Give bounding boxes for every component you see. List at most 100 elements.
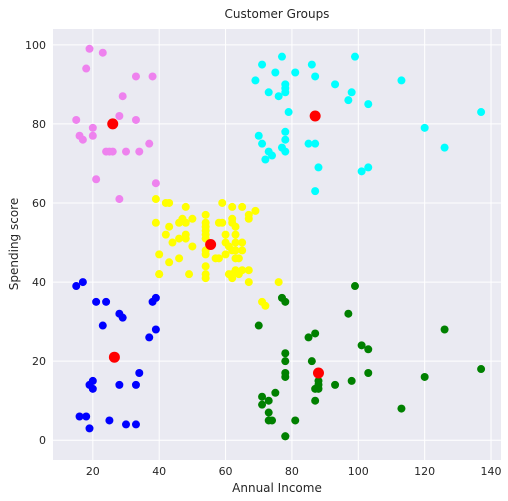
data-point xyxy=(145,333,154,342)
data-point xyxy=(228,202,237,211)
data-point xyxy=(188,242,197,251)
data-point xyxy=(331,380,340,389)
x-axis-label: Annual Income xyxy=(232,481,322,495)
data-point xyxy=(251,206,260,215)
data-point xyxy=(165,258,174,267)
data-point xyxy=(274,92,283,101)
y-tick-label: 80 xyxy=(32,118,46,131)
y-tick-label: 0 xyxy=(39,434,46,447)
data-point xyxy=(181,202,190,211)
data-point xyxy=(181,218,190,227)
data-point xyxy=(201,210,210,219)
data-point xyxy=(78,135,87,144)
data-point xyxy=(268,416,277,425)
centroid-point xyxy=(309,110,321,122)
data-point xyxy=(175,254,184,263)
data-point xyxy=(131,72,140,81)
data-point xyxy=(201,262,210,271)
data-point xyxy=(254,131,263,140)
data-point xyxy=(344,309,353,318)
data-point xyxy=(274,278,283,287)
data-point xyxy=(88,384,97,393)
data-points xyxy=(72,44,486,441)
data-point xyxy=(238,266,247,275)
data-point xyxy=(228,214,237,223)
x-tick-label: 100 xyxy=(348,465,369,478)
data-point xyxy=(108,147,117,156)
data-point xyxy=(72,282,81,291)
data-point xyxy=(477,108,486,117)
data-point xyxy=(231,230,240,239)
data-point xyxy=(284,108,293,117)
data-point xyxy=(364,100,373,109)
data-point xyxy=(281,349,290,358)
data-point xyxy=(155,250,164,259)
data-point xyxy=(304,139,313,148)
data-point xyxy=(347,376,356,385)
x-tick-label: 20 xyxy=(86,465,100,478)
data-point xyxy=(440,143,449,152)
data-point xyxy=(78,278,87,287)
data-point xyxy=(151,179,160,188)
data-point xyxy=(92,297,101,306)
data-point xyxy=(98,321,107,330)
data-point xyxy=(440,325,449,334)
data-point xyxy=(307,60,316,69)
data-point xyxy=(238,246,247,255)
centroid-point xyxy=(312,367,324,379)
data-point xyxy=(115,380,124,389)
data-point xyxy=(281,357,290,366)
centroid-point xyxy=(108,351,120,363)
data-point xyxy=(304,333,313,342)
x-tick-label: 140 xyxy=(481,465,502,478)
x-tick-label: 40 xyxy=(152,465,166,478)
data-point xyxy=(98,48,107,57)
x-tick-label: 60 xyxy=(219,465,233,478)
data-point xyxy=(261,301,270,310)
data-point xyxy=(145,139,154,148)
data-point xyxy=(264,396,273,405)
plot-area xyxy=(53,29,501,460)
y-axis-label: Spending score xyxy=(7,198,21,290)
data-point xyxy=(357,341,366,350)
data-point xyxy=(311,72,320,81)
data-point xyxy=(281,127,290,136)
data-point xyxy=(311,187,320,196)
data-point xyxy=(238,238,247,247)
data-point xyxy=(135,369,144,378)
data-point xyxy=(264,88,273,97)
data-point xyxy=(244,266,253,275)
data-point xyxy=(88,376,97,385)
x-tick-label: 120 xyxy=(414,465,435,478)
data-point xyxy=(244,278,253,287)
data-point xyxy=(122,147,131,156)
data-point xyxy=(92,175,101,184)
data-point xyxy=(364,345,373,354)
data-point xyxy=(148,72,157,81)
data-point xyxy=(115,195,124,204)
data-point xyxy=(397,404,406,413)
data-point xyxy=(85,424,94,433)
data-point xyxy=(118,313,127,322)
data-point xyxy=(477,365,486,374)
data-point xyxy=(281,297,290,306)
data-point xyxy=(350,282,359,291)
data-point xyxy=(364,369,373,378)
data-point xyxy=(364,163,373,172)
data-point xyxy=(181,234,190,243)
data-point xyxy=(307,357,316,366)
data-point xyxy=(88,131,97,140)
data-point xyxy=(185,270,194,279)
y-tick-label: 100 xyxy=(25,39,46,52)
centroid-point xyxy=(205,239,217,250)
data-point xyxy=(311,139,320,148)
data-point xyxy=(244,214,253,223)
data-point xyxy=(82,412,91,421)
data-point xyxy=(311,396,320,405)
data-point xyxy=(291,68,300,77)
data-point xyxy=(131,420,140,429)
data-point xyxy=(281,147,290,156)
y-tick-label: 20 xyxy=(32,355,46,368)
